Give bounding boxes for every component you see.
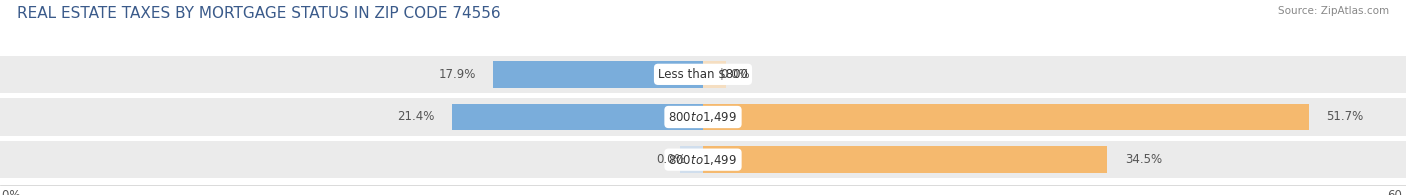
Bar xyxy=(703,104,1309,130)
Text: $800 to $1,499: $800 to $1,499 xyxy=(668,153,738,167)
Bar xyxy=(0,56,1406,93)
Text: Source: ZipAtlas.com: Source: ZipAtlas.com xyxy=(1278,6,1389,16)
Text: Less than $800: Less than $800 xyxy=(658,68,748,81)
Bar xyxy=(0,98,1406,136)
Bar xyxy=(703,61,727,88)
Text: 17.9%: 17.9% xyxy=(439,68,475,81)
Bar xyxy=(703,146,1108,173)
Bar xyxy=(494,61,703,88)
Text: 0.0%: 0.0% xyxy=(655,153,686,166)
Text: REAL ESTATE TAXES BY MORTGAGE STATUS IN ZIP CODE 74556: REAL ESTATE TAXES BY MORTGAGE STATUS IN … xyxy=(17,6,501,21)
Bar xyxy=(0,141,1406,178)
Text: 0.0%: 0.0% xyxy=(721,68,751,81)
Bar xyxy=(453,104,703,130)
Text: 51.7%: 51.7% xyxy=(1326,111,1364,123)
Text: $800 to $1,499: $800 to $1,499 xyxy=(668,110,738,124)
Text: 34.5%: 34.5% xyxy=(1125,153,1161,166)
Text: 21.4%: 21.4% xyxy=(398,111,434,123)
Bar xyxy=(679,146,703,173)
